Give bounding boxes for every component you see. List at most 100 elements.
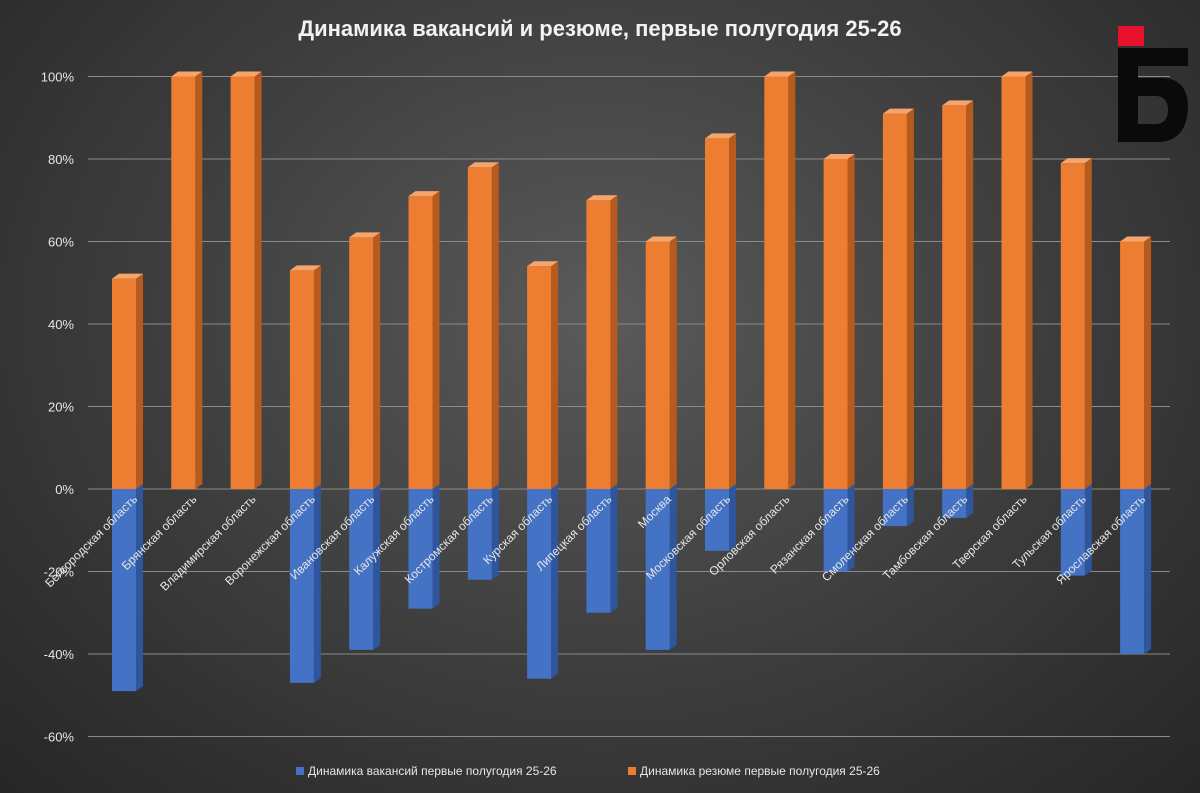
- resume-bar: [823, 154, 855, 489]
- bar-side: [906, 108, 914, 489]
- bar-top: [764, 71, 796, 77]
- y-tick-label: 40%: [48, 317, 74, 332]
- bar-front: [467, 167, 492, 489]
- bar-top: [942, 100, 974, 106]
- y-tick-label: 100%: [41, 70, 75, 85]
- vacancy-bar: [112, 484, 143, 692]
- bar-front: [645, 241, 670, 489]
- bar-side: [1144, 236, 1152, 489]
- bar-side: [1025, 71, 1033, 489]
- legend-item: Динамика вакансий первые полугодия 25-26: [296, 764, 557, 778]
- y-tick-label: -40%: [44, 647, 75, 662]
- bar-front: [408, 489, 433, 609]
- bar-top: [645, 236, 677, 242]
- resume-bar: [942, 100, 974, 489]
- legend-label: Динамика резюме первые полугодия 25-26: [640, 764, 880, 778]
- legend: Динамика вакансий первые полугодия 25-26…: [296, 764, 880, 778]
- bar-side: [432, 484, 440, 609]
- bar-front: [171, 76, 196, 489]
- bar-front: [1060, 489, 1085, 576]
- resume-bar: [527, 261, 559, 489]
- y-tick-label: -60%: [44, 730, 75, 745]
- grid-lines: [88, 76, 1170, 737]
- bar-side: [966, 100, 974, 489]
- bar-front: [586, 489, 611, 613]
- resume-bar: [882, 108, 914, 489]
- bar-side: [729, 133, 736, 489]
- legend-label: Динамика вакансий первые полугодия 25-26: [308, 764, 557, 778]
- bar-front: [408, 196, 433, 489]
- resume-bar: [1060, 158, 1092, 489]
- bar-front: [527, 266, 552, 489]
- vacancy-bar: [1120, 484, 1152, 654]
- bar-front: [1120, 241, 1145, 489]
- bar-front: [467, 489, 492, 580]
- bar-front: [942, 105, 967, 489]
- bar-side: [610, 195, 618, 489]
- bar-side: [432, 191, 440, 489]
- vacancy-bar: [349, 484, 381, 650]
- bar-top: [349, 232, 381, 238]
- resume-bar: [645, 236, 677, 489]
- bar-top: [112, 273, 143, 279]
- bar-top: [882, 108, 914, 114]
- bar-side: [669, 484, 677, 650]
- bar-front: [823, 489, 848, 572]
- resume-bar: [349, 232, 381, 489]
- bar-top: [408, 191, 440, 197]
- resume-bar: [230, 71, 262, 489]
- bar-top: [1120, 236, 1152, 242]
- resume-bar: [112, 273, 143, 489]
- bar-side: [373, 484, 381, 650]
- bar-side: [906, 484, 914, 527]
- resume-bar: [289, 265, 321, 489]
- bar-side: [136, 484, 143, 692]
- bar-side: [1084, 484, 1092, 576]
- resume-bar: [764, 71, 796, 489]
- bar-top: [1060, 158, 1092, 164]
- bar-front: [230, 76, 255, 489]
- bars: [112, 71, 1152, 692]
- bar-side: [195, 71, 203, 489]
- bar-top: [230, 71, 262, 77]
- bar-front: [705, 489, 729, 551]
- vacancy-bar: [289, 484, 321, 683]
- y-axis-ticks: 100% 80% 60% 40% 20% 0% -20% -40% -60%: [41, 70, 75, 745]
- bar-side: [610, 484, 618, 613]
- bar-front: [349, 489, 374, 650]
- bar-front: [764, 76, 789, 489]
- bar-top: [289, 265, 321, 271]
- bar-front: [586, 200, 611, 489]
- bar-front: [112, 278, 136, 489]
- bar-front: [349, 237, 374, 489]
- bar-front: [942, 489, 967, 518]
- y-tick-label: 60%: [48, 235, 74, 250]
- vacancy-bar: [408, 484, 440, 609]
- bar-side: [729, 484, 736, 551]
- bar-front: [112, 489, 136, 692]
- resume-bar: [171, 71, 203, 489]
- bar-front: [645, 489, 670, 650]
- vacancy-bar: [467, 484, 499, 580]
- bar-side: [313, 265, 321, 489]
- resume-bar: [1001, 71, 1033, 489]
- bar-side: [1144, 484, 1152, 654]
- chart-title: Динамика вакансий и резюме, первые полуг…: [298, 16, 901, 41]
- vacancy-bar: [705, 484, 736, 551]
- bar-side: [847, 484, 855, 572]
- legend-swatch: [628, 767, 636, 775]
- bar-top: [586, 195, 618, 201]
- bar-side: [788, 71, 796, 489]
- y-tick-label: -20%: [44, 565, 75, 580]
- logo-red-square: [1118, 26, 1144, 46]
- bar-side: [491, 484, 499, 580]
- y-tick-label: 0%: [55, 482, 74, 497]
- bar-top: [705, 133, 736, 139]
- resume-bar: [408, 191, 440, 489]
- bar-side: [136, 273, 143, 489]
- legend-swatch: [296, 767, 304, 775]
- bar-front: [823, 159, 848, 489]
- bar-side: [847, 154, 855, 489]
- bar-front: [289, 270, 314, 489]
- bar-front: [705, 138, 729, 489]
